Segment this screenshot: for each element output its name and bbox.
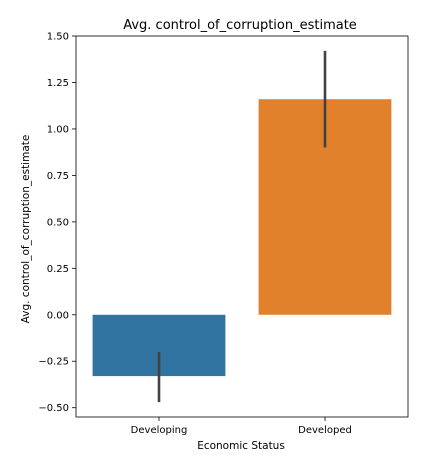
y-tick-label: −0.50 [38,403,69,414]
y-tick-label: 0.25 [47,264,69,275]
x-tick-label: Developed [298,425,352,436]
y-tick-label: −0.25 [38,357,69,368]
y-tick-label: 0.50 [47,217,69,228]
bars-layer [92,99,392,377]
y-tick-label: 0.75 [47,171,69,182]
y-tick-label: 1.00 [47,124,69,135]
chart-title: Avg. control_of_corruption_estimate [123,18,357,33]
error-bars-layer [157,50,327,403]
x-axis-title: Economic Status [197,440,285,452]
y-axis-title: Avg. control_of_corruption_estimate [20,135,32,324]
y-tick-label: 0.00 [47,310,69,321]
y-tick-label: 1.50 [47,32,69,43]
axes-layer: Developing Developed −0.50 −0.25 0.00 0.25 0.5… [38,32,409,436]
y-tick-label: 1.25 [47,78,69,89]
plot-frame [75,35,409,418]
x-tick-label: Developing [131,425,188,436]
